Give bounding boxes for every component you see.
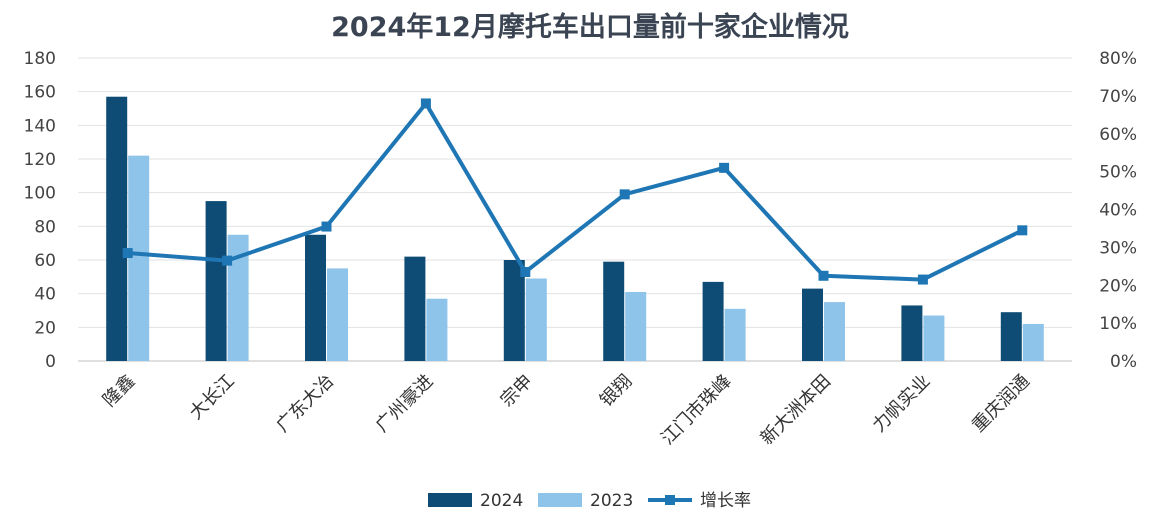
category-label: 银翔 xyxy=(596,371,636,411)
bar-2023 xyxy=(724,308,746,361)
bar-2023 xyxy=(327,268,348,361)
growth-line xyxy=(127,101,1024,282)
legend-label-growth: 增长率 xyxy=(700,491,751,511)
bar-2024 xyxy=(702,281,724,361)
right-tick-label: 50% xyxy=(1099,163,1137,183)
left-tick-label: 140 xyxy=(24,116,56,136)
legend-swatch-2024 xyxy=(428,493,472,507)
right-tick-label: 80% xyxy=(1099,49,1137,69)
bar-2023 xyxy=(824,302,845,361)
category-label: 大长江 xyxy=(186,371,239,424)
growth-point xyxy=(122,248,133,259)
category-label: 新大洲本田 xyxy=(757,371,835,449)
bar-2024 xyxy=(205,201,227,361)
bar-2024 xyxy=(503,260,525,361)
left-axis-ticks: 0 20 40 60 80 100 120 140 160 180 xyxy=(24,49,56,372)
chart-title: 2024年12月摩托车出口量前十家企业情况 xyxy=(331,11,849,43)
growth-point xyxy=(619,189,630,200)
growth-point xyxy=(321,221,332,232)
growth-point xyxy=(719,162,730,173)
bar-2023 xyxy=(923,315,945,361)
right-tick-label: 30% xyxy=(1099,238,1137,258)
bar-2024 xyxy=(404,256,426,361)
bar-2024 xyxy=(305,234,326,361)
legend: 2024 2023 增长率 xyxy=(428,491,751,511)
category-label: 广东大冶 xyxy=(272,371,338,437)
left-tick-label: 180 xyxy=(24,49,56,69)
category-label: 广州豪进 xyxy=(372,371,438,437)
right-tick-label: 20% xyxy=(1099,276,1137,296)
left-tick-label: 80 xyxy=(34,217,56,237)
bar-2024 xyxy=(802,288,823,361)
right-tick-label: 10% xyxy=(1099,314,1137,334)
right-tick-label: 70% xyxy=(1099,87,1137,107)
growth-point xyxy=(917,274,928,285)
legend-label-2023: 2023 xyxy=(590,491,633,511)
category-label: 隆鑫 xyxy=(99,371,139,411)
growth-point xyxy=(818,270,829,281)
bar-2023 xyxy=(227,234,249,361)
left-tick-label: 40 xyxy=(34,285,56,305)
legend-label-2024: 2024 xyxy=(480,491,523,511)
right-tick-label: 60% xyxy=(1099,125,1137,145)
grid-lines xyxy=(78,57,1072,362)
bar-series xyxy=(106,96,1044,361)
left-tick-label: 160 xyxy=(24,83,56,103)
category-label: 江门市珠峰 xyxy=(657,371,735,449)
category-label: 力帆实业 xyxy=(869,371,935,437)
legend-swatch-growth-marker xyxy=(665,495,675,505)
bar-2023 xyxy=(1022,323,1044,361)
growth-line-series xyxy=(122,98,1028,285)
growth-point xyxy=(1017,225,1028,236)
left-tick-label: 0 xyxy=(45,352,56,372)
category-label: 重庆润通 xyxy=(968,371,1034,437)
left-tick-label: 120 xyxy=(24,150,56,170)
category-labels: 隆鑫 大长江 广东大冶 广州豪进 宗申 银翔 江门市珠峰 新大洲本田 力帆实业 重庆润通 xyxy=(99,371,1034,449)
growth-point xyxy=(222,255,233,266)
bar-2024 xyxy=(106,96,128,361)
growth-point xyxy=(420,98,431,109)
bar-2023 xyxy=(525,278,547,361)
category-label: 宗申 xyxy=(497,371,537,411)
left-tick-label: 100 xyxy=(24,184,56,204)
legend-swatch-2023 xyxy=(538,493,582,507)
left-tick-label: 60 xyxy=(34,251,56,271)
bar-2024 xyxy=(1000,312,1022,361)
right-axis-ticks: 0% 10% 20% 30% 40% 50% 60% 70% 80% xyxy=(1099,49,1137,372)
growth-point xyxy=(520,266,531,277)
bar-2024 xyxy=(603,261,625,361)
bar-2023 xyxy=(625,291,647,361)
right-tick-label: 0% xyxy=(1110,352,1137,372)
bar-2024 xyxy=(901,305,923,361)
bar-2023 xyxy=(426,298,448,361)
right-tick-label: 40% xyxy=(1099,201,1137,221)
bar-2023 xyxy=(128,155,150,361)
left-tick-label: 20 xyxy=(34,318,56,338)
